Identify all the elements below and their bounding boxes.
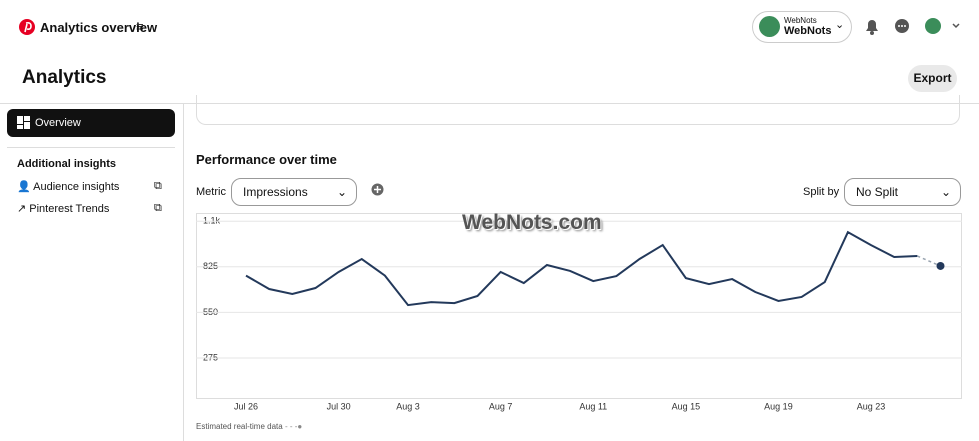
- x-tick-label: Jul 30: [327, 401, 351, 411]
- overview-icon: [17, 116, 30, 129]
- menu-icon[interactable]: ≡: [136, 19, 144, 34]
- sidebar-link[interactable]: 👤 Audience insights: [17, 181, 120, 193]
- data-line: [245, 230, 918, 307]
- account-avatar: [759, 16, 780, 37]
- chevron: ⌄: [835, 19, 845, 31]
- section-title: Performance over time: [196, 152, 337, 167]
- data-line: [917, 255, 941, 267]
- x-tick-label: Aug 15: [672, 401, 701, 411]
- account-switcher[interactable]: WebNots WebNots ⌄: [752, 11, 852, 43]
- divider: [0, 103, 979, 104]
- export-button[interactable]: Export: [908, 65, 957, 92]
- account-name: WebNots: [784, 25, 832, 37]
- split-label: Split by: [803, 186, 840, 198]
- x-tick-label: Aug 7: [489, 401, 513, 411]
- watermark: WebNots.com: [462, 211, 602, 234]
- sidebar-border: [183, 103, 184, 441]
- link-text: Pinterest Trends: [29, 203, 110, 215]
- footnote: Estimated real-time data - - -●: [196, 422, 303, 431]
- link-text: Audience insights: [33, 181, 120, 193]
- metric-label: Metric: [196, 186, 226, 198]
- chart: 275 550 825 1.1k Jul 26 Jul 30 Aug 3 Aug 7 Aug 1…: [196, 213, 962, 411]
- x-tick-label: Aug 19: [764, 401, 793, 411]
- y-tick-label: 825: [203, 261, 218, 271]
- x-tick-label: Aug 23: [857, 401, 886, 411]
- split-dropdown[interactable]: No Split ⌄: [844, 178, 961, 206]
- external-icon: ⧉: [154, 180, 162, 192]
- overview-label: Overview: [35, 117, 81, 129]
- divider: [7, 147, 175, 148]
- sidebar-link[interactable]: ↗ Pinterest Trends: [17, 203, 110, 215]
- x-tick-label: Aug 11: [579, 401, 607, 411]
- y-tick-label: 1.1k: [203, 216, 221, 226]
- logo[interactable]: [18, 18, 36, 36]
- y-tick-label: 275: [203, 352, 218, 362]
- estimate-point: [936, 261, 945, 270]
- overview-tab[interactable]: Overview: [7, 109, 175, 137]
- dropdown-value: No Split: [856, 185, 899, 199]
- x-tick-label: Jul 26: [234, 401, 258, 411]
- dropdown-value: Impressions: [243, 185, 308, 199]
- footnote-text: Estimated real-time data: [196, 422, 283, 431]
- external-icon: ⧉: [154, 202, 162, 214]
- card: [196, 95, 960, 125]
- page-title: Analytics: [22, 67, 107, 88]
- add-metric[interactable]: [371, 183, 384, 196]
- account-label: WebNots: [784, 16, 817, 25]
- chart-frame: [196, 213, 962, 399]
- x-tick-label: Aug 3: [396, 401, 420, 411]
- nav-title[interactable]: Analytics overview: [40, 20, 158, 35]
- header-icons[interactable]: [862, 17, 962, 37]
- section-title: Additional insights: [17, 158, 116, 170]
- y-tick-label: 550: [203, 307, 218, 317]
- metric-dropdown[interactable]: Impressions ⌄: [231, 178, 357, 206]
